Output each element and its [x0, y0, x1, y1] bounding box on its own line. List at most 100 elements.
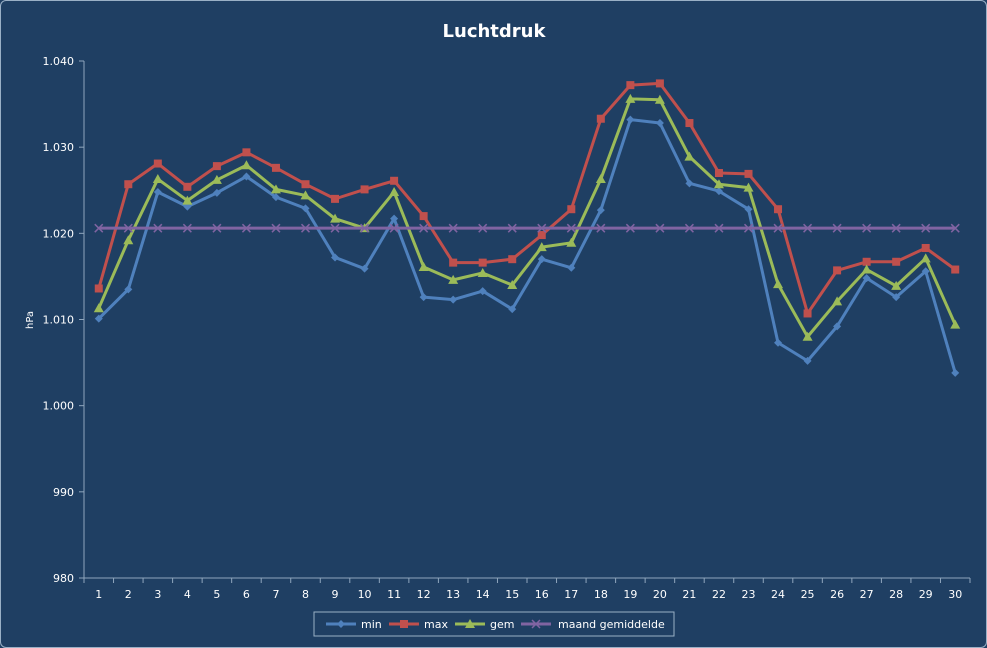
data-point-max [655, 79, 664, 88]
data-point-maand-gemiddelde [330, 223, 340, 233]
data-point-max [626, 81, 635, 90]
data-point-min [390, 214, 399, 223]
data-point-max [212, 162, 221, 171]
data-point-max [685, 119, 694, 128]
data-point-gem [713, 179, 724, 189]
data-point-min [596, 206, 605, 215]
data-point-max [744, 169, 753, 178]
data-point-max [301, 180, 310, 189]
legend-marker-max [400, 620, 408, 628]
data-point-maand-gemiddelde [862, 223, 872, 233]
data-point-max [331, 194, 340, 203]
data-point-min [331, 253, 340, 262]
data-point-maand-gemiddelde [360, 223, 370, 233]
data-point-gem [861, 264, 872, 274]
data-point-max [508, 255, 517, 264]
x-tick-label: 13 [446, 588, 460, 601]
data-point-max [242, 148, 251, 157]
data-point-gem [330, 213, 341, 223]
data-point-gem [920, 253, 931, 263]
data-point-gem [625, 93, 636, 103]
y-tick-label: 1.000 [43, 400, 75, 413]
data-point-maand-gemiddelde [94, 223, 104, 233]
x-tick-label: 15 [505, 588, 519, 601]
x-tick-label: 9 [332, 588, 339, 601]
legend-label-gem: gem [490, 618, 514, 631]
x-tick-label: 23 [742, 588, 756, 601]
data-point-max [567, 205, 576, 214]
series-line-max [97, 81, 957, 315]
data-point-min [921, 267, 930, 276]
data-point-gem [418, 261, 429, 271]
data-point-max [419, 212, 428, 221]
data-point-min [153, 187, 162, 196]
data-point-maand-gemiddelde [271, 223, 281, 233]
data-point-maand-gemiddelde [743, 223, 754, 233]
x-tick-label: 6 [243, 588, 250, 601]
data-point-gem [773, 279, 784, 289]
x-axis-ticks: 1 2 3 4 5 6 7 8 9 10 11 12 13 14 15 16 17 18 19 20 21 22 23 24 2… [83, 578, 971, 601]
x-tick-label: 8 [302, 588, 309, 601]
y-axis-ticks: 980 990 1.000 1.010 1.020 1.030 1.040 [43, 55, 84, 585]
data-point-gem [477, 267, 488, 277]
data-point-gem [389, 186, 400, 196]
data-point-maand-gemiddelde [596, 223, 606, 233]
data-point-min [419, 293, 428, 302]
data-point-gem [211, 174, 222, 184]
data-point-min [567, 263, 576, 272]
data-point-max [714, 169, 723, 178]
data-point-gem [684, 151, 695, 161]
data-point-max [271, 163, 280, 172]
data-point-min [449, 295, 458, 304]
x-tick-label: 22 [712, 588, 726, 601]
data-point-min [124, 285, 133, 294]
y-tick-label: 990 [53, 486, 74, 499]
data-point-maand-gemiddelde [507, 223, 517, 233]
x-tick-label: 4 [184, 588, 191, 601]
data-point-gem [891, 280, 902, 290]
legend-marker-gem [465, 619, 475, 628]
y-tick-label: 1.040 [43, 55, 75, 68]
data-point-maand-gemiddelde [300, 223, 311, 233]
data-point-gem [507, 280, 518, 290]
data-point-max [833, 266, 842, 275]
data-point-maand-gemiddelde [625, 223, 635, 233]
data-point-max [124, 180, 133, 189]
data-point-gem [152, 174, 163, 184]
data-point-gem [448, 274, 459, 284]
data-point-min [360, 264, 369, 273]
data-point-max [153, 159, 162, 168]
data-point-max [892, 257, 901, 266]
data-point-maand-gemiddelde [241, 223, 251, 233]
data-point-gem [536, 242, 547, 252]
data-point-max [596, 114, 605, 123]
data-point-max [803, 309, 812, 318]
data-point-min [655, 119, 664, 128]
y-axis-title: hPa [25, 311, 36, 329]
x-tick-label: 30 [948, 588, 962, 601]
data-point-min [862, 274, 871, 283]
data-point-min [626, 115, 635, 124]
data-point-gem [832, 296, 843, 306]
y-tick-label: 980 [53, 572, 74, 585]
data-point-maand-gemiddelde [655, 223, 665, 233]
data-point-min [508, 305, 517, 314]
data-point-gem [950, 319, 961, 329]
x-tick-label: 14 [476, 588, 490, 601]
x-tick-label: 19 [623, 588, 637, 601]
data-point-min [685, 179, 694, 188]
x-tick-label: 28 [889, 588, 903, 601]
data-point-gem [93, 303, 104, 313]
data-point-min [212, 188, 221, 197]
data-point-maand-gemiddelde [891, 223, 901, 233]
data-point-min [833, 322, 842, 331]
x-tick-label: 18 [594, 588, 608, 601]
data-point-max [360, 185, 369, 194]
data-point-gem [270, 184, 281, 194]
legend-label-maand-gemiddelde: maand gemiddelde [558, 618, 665, 631]
data-point-maand-gemiddelde [803, 223, 813, 233]
data-point-maand-gemiddelde [684, 223, 694, 233]
data-point-max [951, 265, 960, 274]
series-gem [93, 93, 961, 341]
